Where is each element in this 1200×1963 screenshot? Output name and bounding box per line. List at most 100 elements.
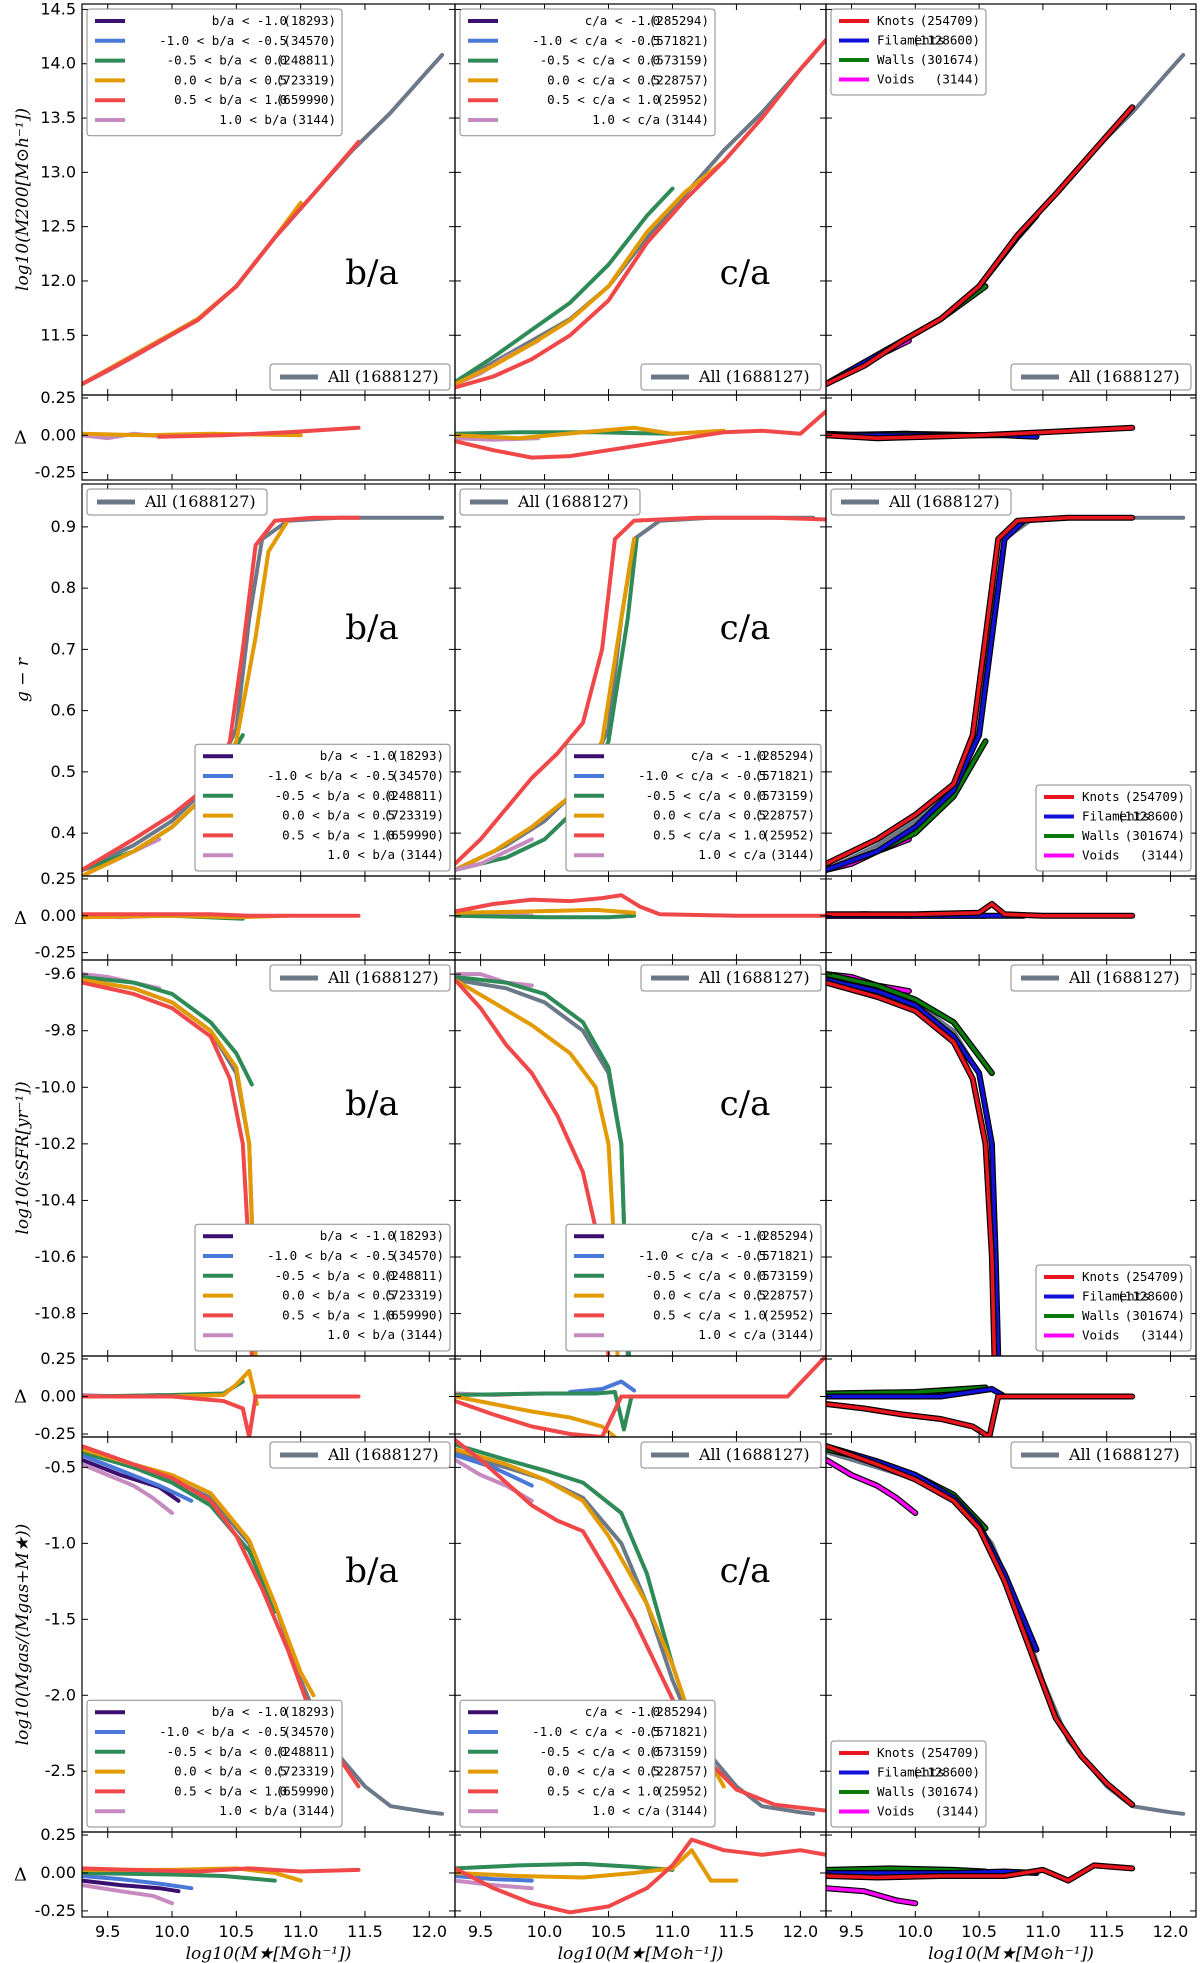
- legend-label-knots: Knots: [1082, 789, 1120, 804]
- x-tick-label: 12.0: [1153, 1922, 1189, 1941]
- legend-all-box: [640, 1441, 822, 1469]
- legend-count-bin5: (25952): [762, 1307, 815, 1322]
- legend-all-label: All (1688127): [144, 492, 256, 511]
- legend-all-label: All (1688127): [1068, 968, 1180, 987]
- x-tick-label: 10.5: [591, 1922, 627, 1941]
- series-bin5: [455, 1438, 826, 1813]
- legend-label-bin1: c/a < -1.0: [691, 748, 766, 763]
- series-knots: [826, 1444, 1134, 1807]
- y-tick-label: 0.4: [51, 823, 76, 842]
- x-tick-label: 10.0: [527, 1922, 563, 1941]
- delta-y-tick-label: -0.25: [35, 1424, 76, 1443]
- legend-label-voids: Voids: [877, 72, 915, 87]
- delta-series: [455, 1356, 826, 1437]
- y-tick-label: -10.6: [35, 1247, 76, 1266]
- legend: b/a < -1.0(18293) -1.0 < b/a < -0.5(34570…: [86, 8, 343, 137]
- legend-label-bin5: 0.5 < b/a < 1.0: [174, 1783, 287, 1798]
- main-series: [826, 514, 1186, 873]
- legend-label-bin6: 1.0 < b/a: [219, 1803, 287, 1818]
- delta-bin5: [455, 1837, 826, 1915]
- delta-bin5: [82, 912, 361, 918]
- series-bin5: [455, 37, 826, 390]
- legend-label-filaments: Filaments: [1082, 1289, 1150, 1304]
- legend-label-bin4: 0.0 < b/a < 0.5: [174, 72, 287, 87]
- series-bin4: [82, 1447, 316, 1698]
- delta-bin5: [455, 409, 826, 460]
- legend-label-bin2: -1.0 < b/a < -0.5: [267, 1248, 395, 1263]
- series-all: [826, 977, 1001, 1356]
- main-series: [82, 1444, 445, 1816]
- y-tick-label: 0.5: [51, 762, 76, 781]
- main-series: [826, 971, 1002, 1356]
- delta-y-tick-label: 0.00: [40, 906, 76, 925]
- legend-all: All (1688127): [1010, 964, 1192, 992]
- legend-label-bin2: -1.0 < b/a < -0.5: [267, 768, 395, 783]
- panel-3-2: Knots (254709) Filaments(1128600) Walls (301…: [825, 1436, 1197, 1918]
- series-bin5: [455, 515, 826, 866]
- legend-box: [86, 8, 343, 137]
- legend-all-box: [1010, 1441, 1192, 1469]
- delta-bin4: [455, 1848, 739, 1883]
- delta-y-tick-label: -0.25: [35, 943, 76, 962]
- legend-label-bin3: -0.5 < b/a < 0.0: [275, 788, 395, 803]
- delta-bin5: [157, 425, 361, 439]
- y-tick-label: 13.5: [40, 108, 76, 127]
- legend-count-bin6: (3144): [664, 1803, 709, 1818]
- panel-2-1: c/ac/a < -1.0(285294)-1.0 < c/a < -0.5(5…: [454, 959, 827, 1438]
- legend-count-bin4: (723319): [384, 1288, 444, 1303]
- delta-series: [455, 893, 826, 920]
- legend-box: [86, 1699, 343, 1828]
- legend-count-bin3: (573159): [649, 53, 709, 68]
- legend-all-box: [269, 363, 451, 391]
- legend-all-label: All (1688127): [517, 492, 629, 511]
- x-tick-label: 11.0: [283, 1922, 319, 1941]
- legend: b/a < -1.0(18293) -1.0 < b/a < -0.5(34570…: [194, 1223, 451, 1352]
- legend-box: [194, 743, 451, 872]
- legend-count-knots: (254709): [920, 13, 980, 28]
- legend-label-bin1: b/a < -1.0: [320, 748, 395, 763]
- panel-3-1: c/ac/a < -1.0(285294)-1.0 < c/a < -0.5(5…: [454, 1436, 827, 1918]
- legend-all-box: [640, 363, 822, 391]
- x-tick-label: 11.5: [719, 1922, 755, 1941]
- legend-label-bin4: 0.0 < c/a < 0.5: [653, 808, 766, 823]
- legend-count-bin2: (34570): [283, 33, 336, 48]
- legend-all-box: [86, 488, 268, 516]
- legend-box: [1035, 784, 1192, 872]
- column-label: b/a: [345, 253, 399, 293]
- y-axis-label: log10(Mgas/(Mgas+M★)): [13, 1524, 33, 1746]
- delta-y-tick-label: -0.25: [35, 463, 76, 482]
- x-tick-label: 10.5: [219, 1922, 255, 1941]
- legend-label-bin5: 0.5 < b/a < 1.0: [282, 827, 395, 842]
- legend-label-bin3: -0.5 < b/a < 0.0: [275, 1268, 395, 1283]
- legend-count-bin4: (228757): [649, 1764, 709, 1779]
- delta-bin6: [455, 1878, 534, 1891]
- x-tick-label: 9.5: [468, 1922, 493, 1941]
- legend-count-bin2: (571821): [755, 768, 815, 783]
- legend-label-bin5: 0.5 < c/a < 1.0: [547, 92, 660, 107]
- legend-box: [459, 1699, 716, 1828]
- legend-count-voids: (3144): [935, 72, 980, 87]
- delta-axis-label: Δ: [14, 428, 27, 449]
- main-series: [826, 1443, 1186, 1816]
- legend-label-knots: Knots: [877, 1745, 915, 1760]
- x-tick-label: 11.5: [347, 1922, 383, 1941]
- legend-all: All (1688127): [459, 488, 641, 516]
- legend-count-bin6: (3144): [291, 112, 336, 127]
- legend-count-bin5: (659990): [276, 1783, 336, 1798]
- legend-label-walls: Walls: [877, 52, 915, 67]
- delta-axis-label: Δ: [14, 1865, 27, 1886]
- legend-count-bin5: (25952): [656, 1783, 709, 1798]
- legend-count-bin6: (3144): [291, 1803, 336, 1818]
- row-3: log10(Mgas/(Mgas+M★)) Δ -2.5 -2.0 -1.5 -1.0 -0…: [13, 1436, 1197, 1920]
- delta-bin5: [82, 1394, 361, 1437]
- delta-y-tick-label: 0.00: [40, 425, 76, 444]
- legend-count-bin4: (228757): [755, 1288, 815, 1303]
- legend: c/a < -1.0(285294) -1.0 < c/a < -0.5(5718…: [459, 8, 716, 137]
- y-tick-label: -0.5: [45, 1457, 76, 1476]
- legend-label-bin3: -0.5 < c/a < 0.0: [540, 53, 660, 68]
- legend-count-walls: (301674): [1125, 1308, 1185, 1323]
- series-bin2: [455, 1453, 534, 1488]
- legend-all: All (1688127): [640, 964, 822, 992]
- x-tick-label: 9.5: [839, 1922, 864, 1941]
- legend-box: [565, 1223, 822, 1352]
